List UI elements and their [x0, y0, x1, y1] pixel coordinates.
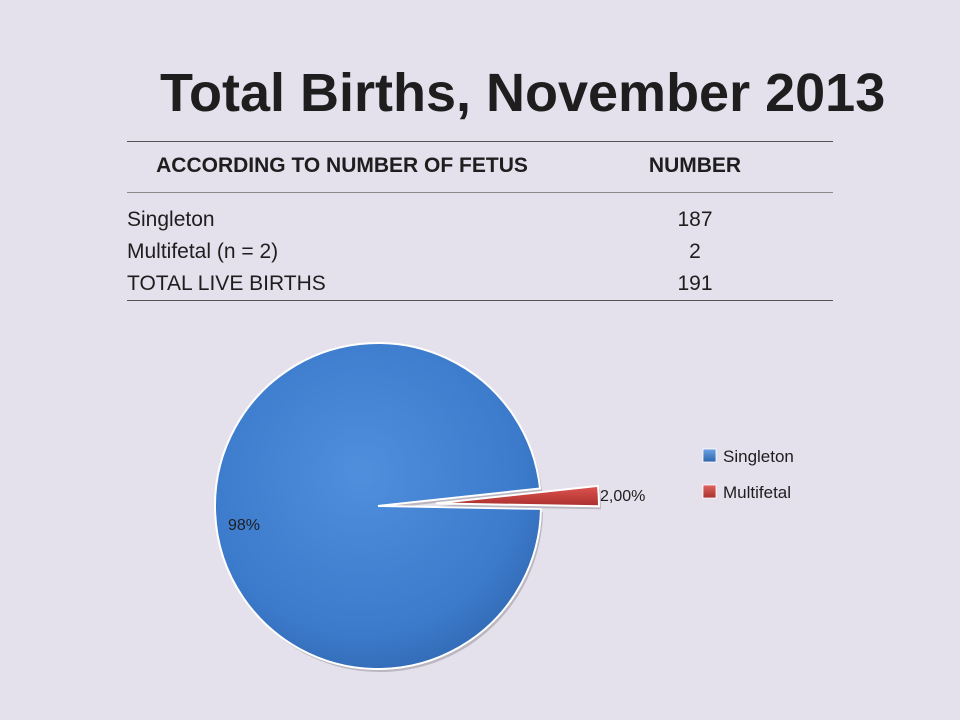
table-cell-number: 191	[557, 268, 833, 301]
table-cell-number: 187	[677, 208, 713, 231]
table-cell-label: TOTAL LIVE BIRTHS	[127, 268, 557, 301]
data-label-singleton: 98%	[228, 517, 260, 534]
table-header-number: NUMBER	[557, 141, 833, 193]
table-cell-label: Singleton	[127, 208, 215, 231]
legend-label-multifetal: Multifetal	[723, 483, 791, 502]
table-row: TOTAL LIVE BIRTHS 191	[127, 268, 833, 301]
table-header-fetus: ACCORDING TO NUMBER OF FETUS	[127, 141, 557, 193]
legend-label-singleton: Singleton	[723, 447, 794, 466]
table-cell-label: Multifetal (n = 2)	[127, 240, 279, 263]
births-table: ACCORDING TO NUMBER OF FETUS NUMBER Sing…	[127, 141, 833, 301]
legend-swatch-singleton	[702, 448, 717, 463]
table-row: Multifetal (n = 2) 2	[127, 236, 833, 268]
pie-slice-multifetal	[435, 484, 600, 508]
pie-slice-singleton	[214, 342, 542, 670]
table-header-row: ACCORDING TO NUMBER OF FETUS NUMBER	[127, 141, 833, 193]
legend-swatch-multifetal	[702, 484, 717, 499]
data-label-multifetal: 2,00%	[600, 488, 645, 505]
table-row: Singleton 187	[127, 193, 833, 237]
slide-title: Total Births, November 2013	[160, 63, 886, 123]
table-cell-number: 2	[689, 240, 701, 263]
